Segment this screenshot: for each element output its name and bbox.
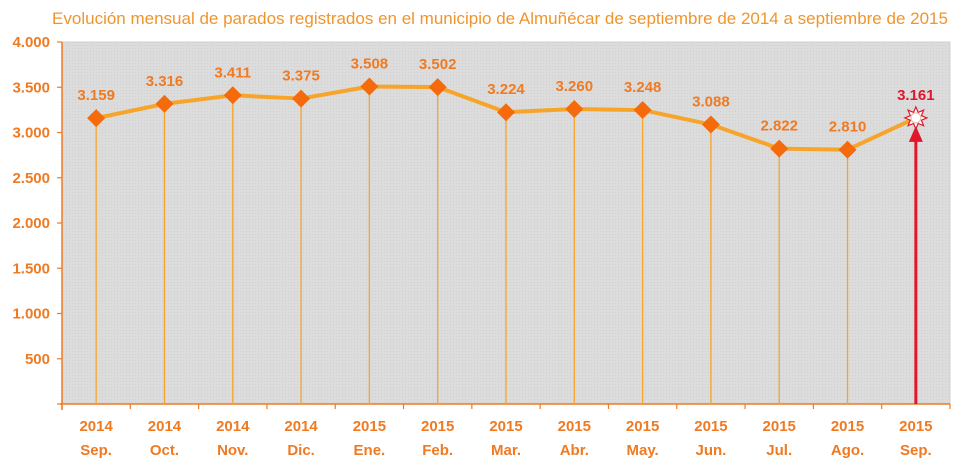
x-tick-label-year: 2014: [148, 418, 182, 435]
x-tick-label-month: Abr.: [560, 442, 589, 459]
y-tick-label: 1.000: [12, 306, 50, 323]
x-tick-label-year: 2015: [899, 418, 932, 435]
x-tick-label-year: 2015: [626, 418, 659, 435]
data-point-marker: [497, 103, 515, 122]
data-point-marker: [223, 86, 242, 105]
data-point-marker: [565, 99, 584, 118]
highlight-data-label: 3.161: [897, 87, 935, 104]
data-label: 3.375: [282, 68, 320, 85]
data-point-marker: [360, 77, 379, 96]
x-tick-label-month: Mar.: [491, 442, 521, 459]
x-tick-label-year: 2015: [763, 418, 796, 435]
x-tick-label-month: Ene.: [354, 442, 386, 459]
chart-title: Evolución mensual de parados registrados…: [52, 9, 948, 28]
data-label: 2.822: [760, 118, 798, 135]
x-tick-label-year: 2015: [421, 418, 454, 435]
highlight-arrow-head: [908, 125, 923, 142]
x-tick-label-year: 2015: [353, 418, 386, 435]
x-tick-label-month: Ago.: [831, 442, 864, 459]
y-tick-label: 3.000: [12, 125, 50, 142]
y-tick-label: 500: [25, 351, 50, 368]
y-tick-label: 2.500: [12, 170, 50, 187]
data-point-marker: [633, 101, 652, 120]
x-tick-label-month: Sep.: [80, 442, 112, 459]
plot-area: 500 1.000 1.500 2.000 2.500 3.000 3.500 4.000 20…: [12, 34, 951, 459]
data-point-marker: [838, 140, 857, 159]
data-point-marker: [155, 94, 174, 113]
data-label: 3.224: [487, 81, 525, 98]
x-tick-label-month: Oct.: [150, 442, 179, 459]
data-point-marker: [292, 89, 311, 108]
x-tick-label-year: 2015: [558, 418, 591, 435]
data-label: 3.316: [146, 73, 184, 90]
data-point-marker: [428, 78, 447, 97]
data-label: 3.159: [77, 87, 115, 104]
x-tick-label-month: Nov.: [217, 442, 248, 459]
data-label: 3.248: [624, 79, 662, 96]
data-label: 3.260: [556, 78, 594, 95]
x-tick-label-month: Sep.: [900, 442, 932, 459]
x-tick-label-month: Dic.: [287, 442, 315, 459]
y-tick-label: 1.500: [12, 260, 50, 277]
highlight-marker-center: [910, 112, 922, 124]
x-tick-label-month: Jun.: [696, 442, 727, 459]
x-tick-label-year: 2015: [489, 418, 522, 435]
data-point-marker: [701, 115, 720, 134]
data-point-marker: [87, 109, 106, 128]
x-tick-label-month: Feb.: [422, 442, 453, 459]
data-label: 3.508: [351, 56, 389, 73]
data-point-marker: [770, 139, 789, 158]
data-label: 2.810: [829, 119, 867, 136]
data-label: 3.411: [214, 64, 251, 81]
x-tick-label-year: 2015: [831, 418, 864, 435]
x-tick-label-year: 2014: [79, 418, 113, 435]
y-tick-label: 4.000: [12, 34, 50, 51]
data-label: 3.088: [692, 94, 730, 111]
x-tick-label-year: 2014: [216, 418, 250, 435]
x-tick-label-year: 2014: [284, 418, 318, 435]
x-tick-label-month: Jul.: [766, 442, 792, 459]
y-tick-label: 2.000: [12, 215, 50, 232]
y-tick-label: 3.500: [12, 79, 50, 96]
x-tick-label-month: May.: [626, 442, 658, 459]
data-label: 3.502: [419, 56, 457, 73]
x-tick-label-year: 2015: [694, 418, 727, 435]
